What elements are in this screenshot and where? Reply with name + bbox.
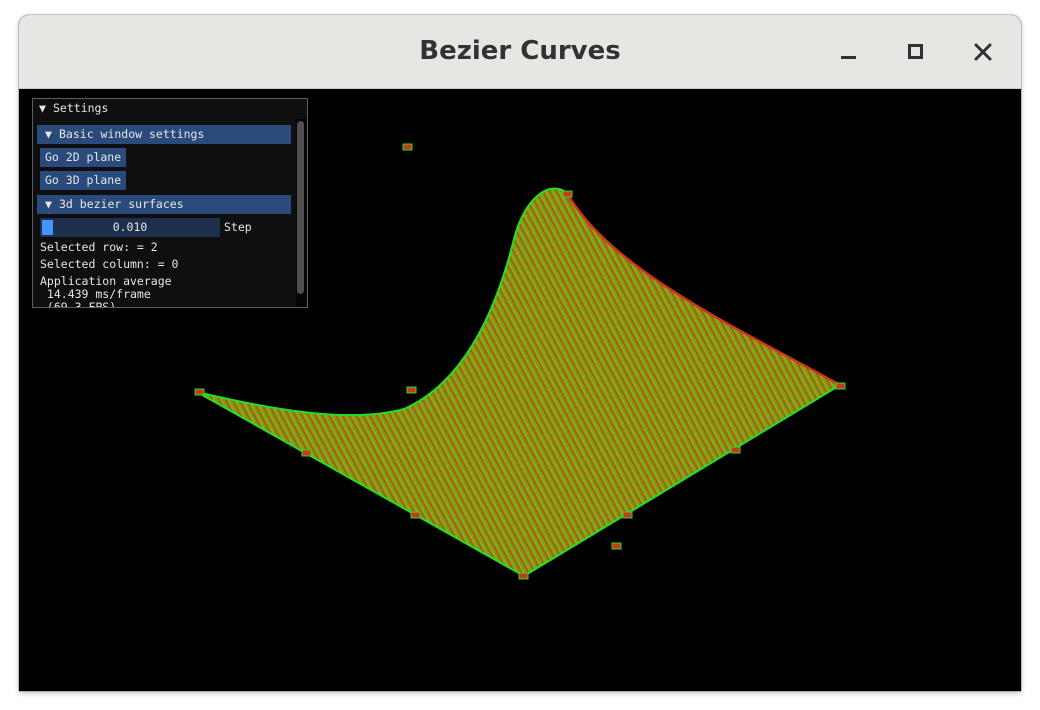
collapse-triangle-icon: ▼ [45,127,52,141]
control-point[interactable] [562,190,573,198]
slider-grab-handle[interactable] [42,220,53,235]
control-point[interactable] [301,449,312,457]
close-icon [974,43,992,61]
settings-title-bar[interactable]: ▼ Settings [33,99,307,119]
title-bar[interactable]: Bezier Curves [19,15,1021,89]
ms-per-frame-text: 14.439 ms/frame [40,287,151,301]
go-3d-plane-button[interactable]: Go 3D plane [40,171,127,190]
control-points[interactable] [194,143,846,580]
surface-right-edge [565,192,841,387]
control-point[interactable] [406,386,417,394]
selected-column-text: Selected column: = 0 [40,257,179,271]
settings-scrollbar[interactable] [296,119,306,307]
control-point[interactable] [730,446,741,454]
close-button[interactable] [969,39,997,67]
render-viewport[interactable]: ▼ Settings ▼ Basic window settings Go 2D p… [19,89,1021,691]
control-point[interactable] [194,388,205,396]
bezier-surface-render[interactable] [19,89,1021,691]
settings-title: Settings [53,101,109,115]
header-label: Basic window settings [59,127,205,141]
collapse-triangle-icon[interactable]: ▼ [39,101,46,115]
control-point[interactable] [611,542,622,550]
step-slider[interactable]: 0.010 [40,218,220,237]
fps-text: (69.3 FPS) [40,300,117,308]
header-label: 3d bezier surfaces [59,197,184,211]
control-point[interactable] [402,143,413,151]
settings-panel: ▼ Settings ▼ Basic window settings Go 2D p… [32,98,308,308]
maximize-button[interactable] [901,39,929,67]
step-value: 0.010 [112,220,148,234]
minimize-icon [841,56,856,59]
control-point[interactable] [835,382,846,390]
bezier-surface [197,188,840,577]
application-average-text: Application average [40,274,172,288]
maximize-icon [908,44,923,59]
window-title: Bezier Curves [419,36,621,66]
scrollbar-thumb[interactable] [297,121,304,294]
header-3d-bezier-surfaces[interactable]: ▼ 3d bezier surfaces [37,195,291,214]
header-basic-window-settings[interactable]: ▼ Basic window settings [37,125,291,144]
control-point[interactable] [410,511,421,519]
collapse-triangle-icon: ▼ [45,197,52,211]
surface-ridge-edge [196,187,568,417]
go-2d-plane-button[interactable]: Go 2D plane [40,148,127,167]
step-label: Step [224,220,252,234]
minimize-button[interactable] [834,39,862,67]
control-point[interactable] [622,511,633,519]
app-window: Bezier Curves [19,15,1021,691]
control-point[interactable] [518,572,529,580]
selected-row-text: Selected row: = 2 [40,240,158,254]
